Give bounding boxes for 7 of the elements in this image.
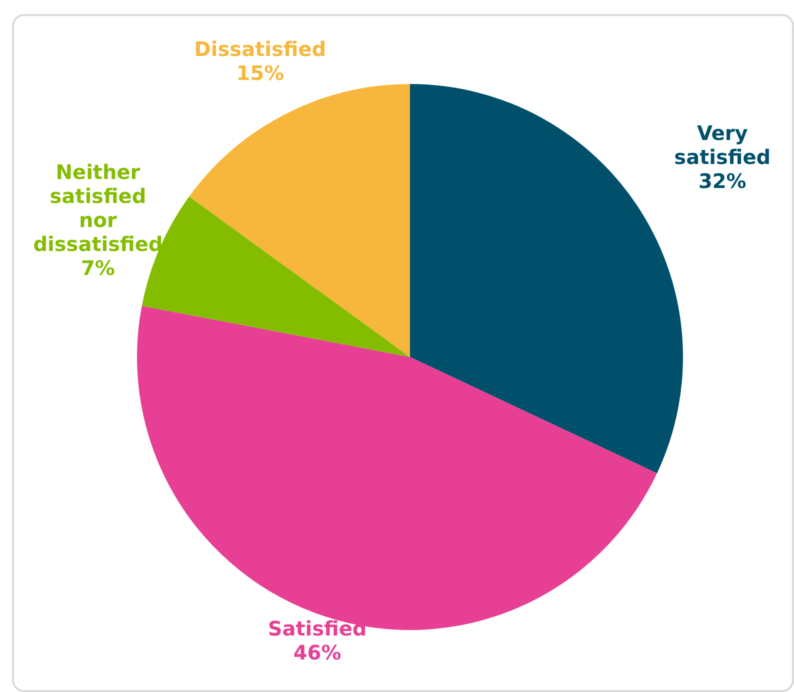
slice-label: Very satisfied: [674, 120, 771, 169]
data-label: 15%: [236, 61, 284, 86]
data-label: 7%: [80, 256, 115, 280]
slice-label: Neither satisfied nor dissatisfied: [33, 160, 163, 256]
data-label: 46%: [293, 640, 342, 665]
data-label: 32%: [698, 168, 746, 193]
slice-label: Dissatisfied: [194, 37, 326, 62]
